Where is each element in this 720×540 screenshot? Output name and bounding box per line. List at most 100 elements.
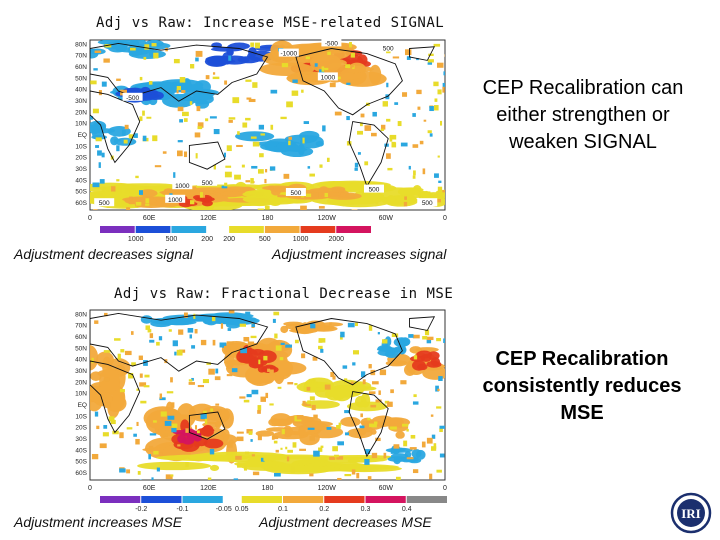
anomaly-speck (259, 153, 264, 158)
logo-disc (677, 499, 705, 527)
anomaly-speck (360, 413, 363, 418)
anomaly-speck (334, 111, 342, 116)
anomaly-speck (258, 124, 265, 130)
anomaly-speck (390, 426, 397, 430)
anomaly-speck (431, 434, 436, 439)
anomaly-speck (305, 386, 311, 391)
anomaly-patch (267, 195, 283, 206)
anomaly-speck (364, 161, 369, 166)
anomaly-speck (352, 362, 356, 366)
anomaly-speck (287, 382, 294, 385)
anomaly-speck (136, 388, 140, 391)
anomaly-speck (129, 188, 136, 194)
anomaly-speck (338, 422, 342, 426)
anomaly-speck (101, 186, 105, 192)
anomaly-speck (93, 209, 98, 210)
anomaly-speck (128, 372, 134, 379)
anomaly-speck (191, 377, 194, 381)
anomaly-speck (151, 43, 157, 47)
anomaly-speck (167, 415, 175, 420)
anomaly-speck (412, 113, 416, 117)
anomaly-patch (417, 363, 428, 371)
coastline (90, 90, 141, 164)
lat-tick-label: 30S (75, 166, 87, 173)
anomaly-speck (252, 82, 258, 88)
anomaly-speck (135, 201, 142, 206)
anomaly-speck (438, 376, 443, 381)
legend-tick-label: -0.2 (135, 506, 147, 512)
anomaly-speck (195, 425, 198, 430)
anomaly-speck (296, 415, 304, 420)
anomaly-speck (108, 416, 115, 422)
anomaly-speck (350, 52, 355, 58)
anomaly-speck (311, 404, 316, 411)
anomaly-speck (285, 370, 290, 377)
anomaly-speck (101, 81, 107, 87)
logo-text: IRI (681, 506, 701, 521)
anomaly-patch (248, 360, 263, 369)
anomaly-speck (416, 89, 422, 95)
anomaly-speck (408, 334, 414, 338)
anomaly-speck (126, 207, 131, 210)
anomaly-speck (305, 193, 312, 198)
anomaly-speck (235, 455, 242, 460)
anomaly-speck (406, 457, 414, 460)
anomaly-patch (266, 465, 341, 473)
anomaly-speck (349, 41, 352, 48)
anomaly-speck (251, 454, 255, 457)
lat-tick-label: 30N (75, 98, 87, 105)
anomaly-speck (172, 340, 178, 347)
legend-swatch (100, 226, 135, 233)
anomaly-speck (324, 326, 330, 330)
anomaly-speck (433, 443, 437, 449)
anomaly-speck (381, 339, 388, 344)
anomaly-speck (423, 119, 427, 122)
anomaly-speck (228, 117, 236, 120)
anomaly-speck (119, 389, 125, 393)
anomaly-speck (337, 441, 345, 446)
anomaly-speck (239, 323, 246, 327)
anomaly-speck (417, 106, 421, 110)
anomaly-speck (364, 449, 371, 455)
anomaly-speck (428, 53, 434, 56)
anomaly-speck (362, 379, 366, 385)
anomaly-speck (139, 373, 143, 378)
anomaly-speck (433, 81, 439, 87)
anomaly-speck (145, 203, 150, 206)
anomaly-speck (250, 335, 257, 339)
anomaly-speck (320, 445, 324, 448)
lon-tick-label: 0 (443, 485, 447, 492)
anomaly-speck (426, 339, 432, 344)
anomaly-speck (183, 151, 188, 158)
anomaly-patch (199, 429, 214, 436)
anomaly-patch (237, 56, 261, 64)
anomaly-speck (397, 121, 402, 127)
legend-tick-label: 200 (223, 236, 235, 243)
lat-tick-label: EQ (78, 132, 87, 139)
anomaly-speck (250, 42, 255, 47)
contour-label: 1000 (168, 197, 183, 204)
anomaly-speck (152, 135, 158, 142)
anomaly-patch (309, 187, 346, 193)
legend-tick-label: 200 (201, 236, 213, 243)
legend-swatch (283, 496, 324, 503)
anomaly-speck (329, 456, 336, 460)
contour-label-bg (378, 43, 399, 52)
lat-tick-label: 50S (75, 459, 87, 466)
anomaly-speck (182, 111, 189, 117)
anomaly-speck (176, 86, 182, 91)
anomaly-speck (90, 116, 94, 120)
anomaly-speck (94, 50, 102, 53)
anomaly-speck (149, 333, 154, 339)
anomaly-patch (415, 449, 426, 460)
anomaly-speck (151, 477, 154, 480)
anomaly-speck (126, 427, 133, 430)
anomaly-speck (326, 157, 330, 162)
anomaly-speck (244, 451, 250, 455)
anomaly-speck (245, 117, 251, 121)
legend-swatch (182, 496, 223, 503)
anomaly-speck (205, 75, 210, 80)
anomaly-speck (270, 89, 278, 94)
anomaly-speck (294, 339, 299, 344)
anomaly-speck (367, 417, 371, 421)
